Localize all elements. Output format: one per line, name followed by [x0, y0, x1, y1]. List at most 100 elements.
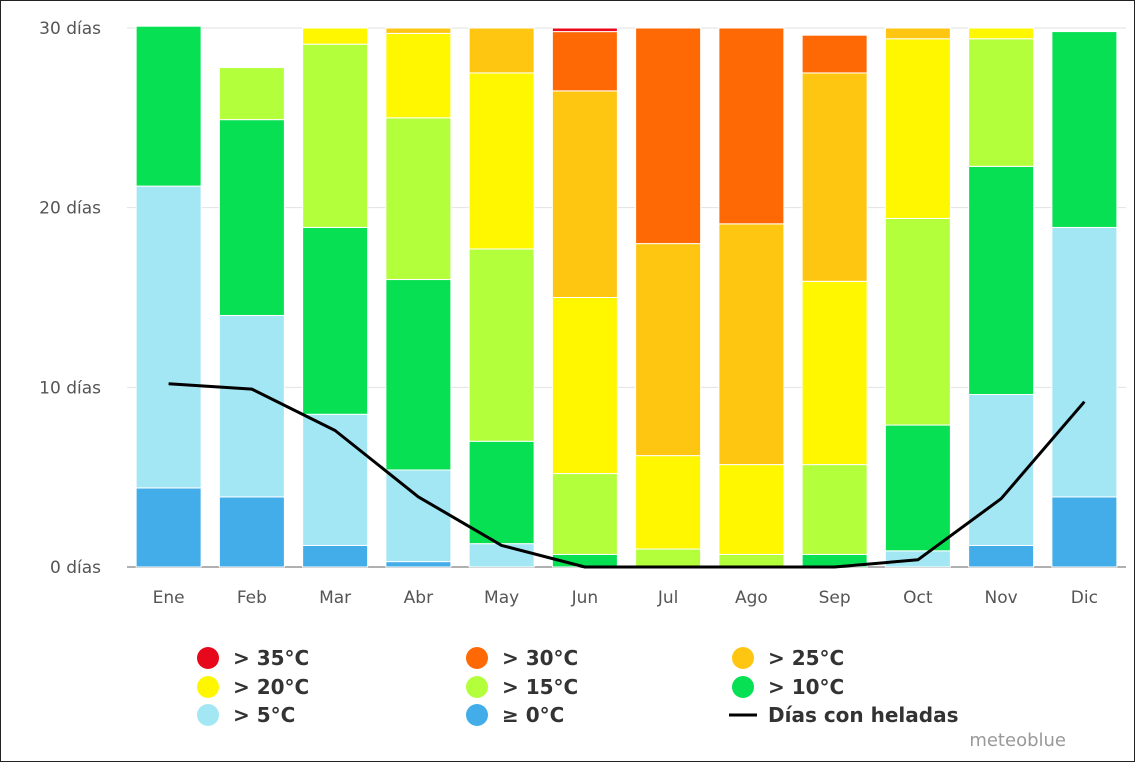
credit-text: meteoblue [969, 730, 1066, 751]
legend-label: > 15°C [502, 675, 578, 699]
x-tick-label: Jul [657, 588, 679, 608]
bar-segment [385, 469, 452, 563]
legend-item: > 35°C [197, 646, 309, 670]
legend-dot-swatch [197, 676, 219, 698]
bar-segment [468, 72, 535, 250]
bar-segment [635, 243, 702, 457]
bar-segment [551, 473, 618, 555]
bar-segment [385, 561, 452, 568]
bar-segment [801, 280, 868, 466]
bar-segment [968, 165, 1035, 396]
legend-dot-swatch [197, 647, 219, 669]
x-tick-label: Mar [319, 588, 351, 608]
bar-segment [218, 119, 285, 316]
legend-item: > 5°C [197, 703, 295, 727]
stacked-bars [135, 25, 1118, 568]
bar-segment [468, 27, 535, 74]
legend-label: > 30°C [502, 646, 578, 670]
legend-item: > 15°C [466, 675, 578, 699]
bar-segment [718, 27, 785, 225]
x-axis-ticks: Ene Feb Mar Abr May Jun Jul Ago Sep Oct Nov Dic [153, 588, 1098, 608]
bar-segment [135, 25, 202, 187]
bar-segment [135, 487, 202, 568]
legend-item: > 30°C [466, 646, 578, 670]
bar-segment [635, 27, 702, 245]
legend-dot-swatch [466, 676, 488, 698]
legend-label: > 35°C [233, 646, 309, 670]
legend-item: Días con heladas [729, 703, 959, 727]
bar-segment [468, 440, 535, 545]
x-tick-label: Dic [1071, 588, 1098, 608]
bar-segment [1051, 31, 1118, 228]
x-tick-label: May [484, 588, 519, 608]
legend-item: > 10°C [732, 675, 844, 699]
bar-segment [635, 548, 702, 568]
legend-label: > 20°C [233, 675, 309, 699]
x-tick-label: Ago [735, 588, 768, 608]
legend-item: > 25°C [732, 646, 844, 670]
x-tick-label: Feb [237, 588, 267, 608]
bar-segment [218, 314, 285, 498]
bar-segment [718, 553, 785, 568]
legend-label: > 10°C [768, 675, 844, 699]
bar-segment [884, 38, 951, 219]
bar-segment [218, 67, 285, 121]
bar-segment [135, 185, 202, 489]
bar-segment [884, 27, 951, 40]
legend-dot-swatch [466, 704, 488, 726]
bar-segment [968, 394, 1035, 546]
frost-days-line [168, 382, 1086, 569]
bar-segment [801, 34, 868, 74]
bar-segment [968, 544, 1035, 568]
bar-segment [884, 424, 951, 552]
bar-segment [551, 31, 618, 92]
bar-segment [218, 496, 285, 568]
bar-segment [718, 223, 785, 466]
bar-segment [551, 297, 618, 475]
bar-segment [302, 544, 369, 568]
bar-segment [801, 464, 868, 555]
y-tick-label: 0 días [50, 558, 101, 578]
legend-item: ≥ 0°C [466, 703, 564, 727]
y-tick-label: 30 días [39, 19, 101, 39]
x-tick-label: Jun [571, 588, 599, 608]
x-tick-label: Oct [903, 588, 933, 608]
bar-segment [302, 27, 369, 45]
bar-segment [1051, 226, 1118, 498]
legend-item: > 20°C [197, 675, 309, 699]
x-tick-label: Ene [153, 588, 185, 608]
bar-segment [551, 27, 618, 33]
bar-segment [302, 226, 369, 415]
legend-label: > 25°C [768, 646, 844, 670]
y-tick-label: 20 días [39, 199, 101, 219]
bar-segment [385, 117, 452, 281]
legend-dot-swatch [732, 647, 754, 669]
legend-label: > 5°C [233, 703, 295, 727]
x-tick-label: Nov [985, 588, 1018, 608]
bar-segment [635, 455, 702, 550]
x-tick-label: Sep [819, 588, 851, 608]
bar-segment [968, 27, 1035, 40]
legend-label: ≥ 0°C [502, 703, 564, 727]
bar-segment [801, 72, 868, 282]
bar-segment [1051, 496, 1118, 568]
bar-segment [468, 248, 535, 442]
bar-segment [302, 43, 369, 228]
y-tick-label: 10 días [39, 378, 101, 398]
legend-dot-swatch [197, 704, 219, 726]
x-tick-label: Abr [404, 588, 433, 608]
legend-dot-swatch [732, 676, 754, 698]
frost-line [168, 382, 1086, 569]
bar-segment [718, 464, 785, 555]
bar-segment [968, 38, 1035, 167]
y-axis-ticks: 0 días 10 días 20 días 30 días [39, 19, 101, 578]
bar-segment [884, 217, 951, 426]
bar-segment [385, 32, 452, 119]
legend: > 35°C > 30°C > 25°C > 20°C > 15°C > 10°C > 5°… [197, 646, 959, 727]
bar-segment [385, 27, 452, 34]
bar-segment [302, 413, 369, 546]
bar-segment [385, 279, 452, 471]
bar-segment [551, 90, 618, 298]
